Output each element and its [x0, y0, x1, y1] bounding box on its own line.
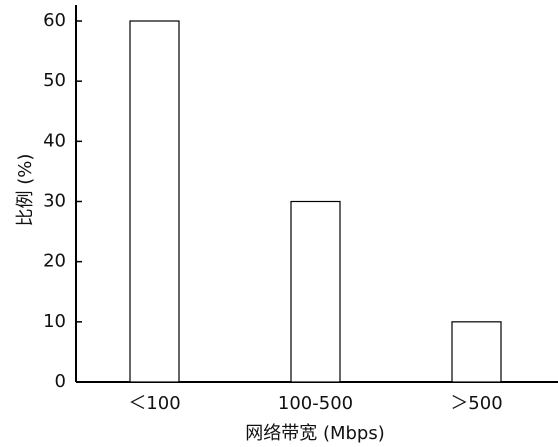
x-tick-label: 100-500: [278, 393, 353, 414]
y-tick-label: 40: [43, 130, 66, 151]
y-tick-label: 30: [43, 191, 66, 212]
bar: [451, 321, 502, 383]
x-axis-label: 网络带宽 (Mbps): [245, 423, 385, 444]
x-tick-label: ＜100: [128, 393, 180, 414]
y-tick-label: 20: [43, 251, 66, 272]
x-tick-label: ＞500: [450, 393, 502, 414]
bar: [290, 200, 341, 383]
y-tick-label: 0: [55, 371, 66, 392]
y-tick-label: 50: [43, 70, 66, 91]
bar: [129, 20, 180, 383]
y-tick-label: 60: [43, 10, 66, 31]
y-axis-label: 比例 (%): [15, 154, 36, 227]
y-tick-label: 10: [43, 311, 66, 332]
